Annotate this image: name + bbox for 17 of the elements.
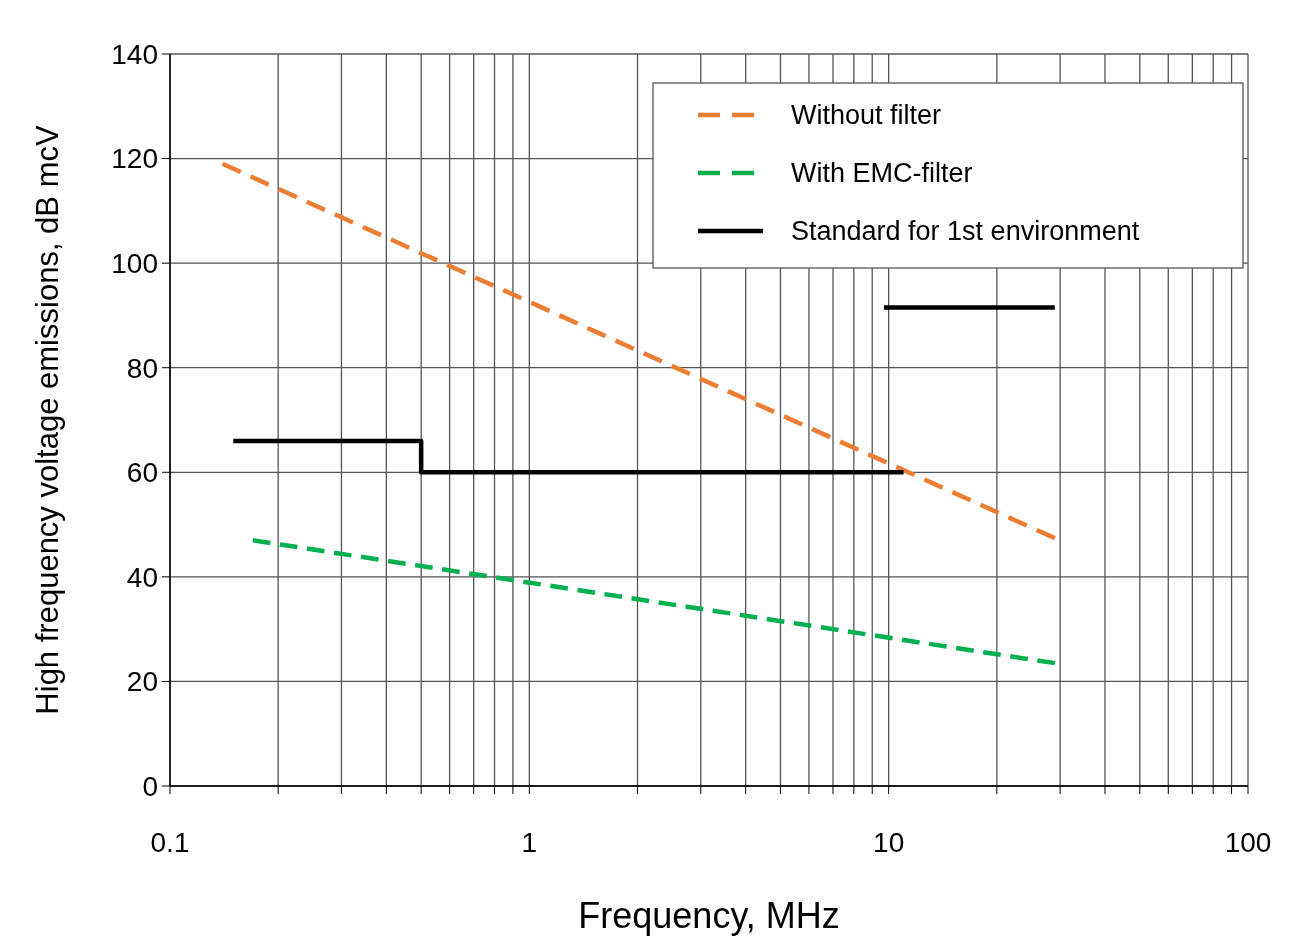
y-tick-label: 40 [126, 561, 158, 593]
y-tick-label: 80 [126, 352, 158, 384]
x-tick-label: 0.1 [150, 827, 190, 858]
x-tick-label: 100 [1224, 827, 1272, 858]
legend-label: With EMC-filter [791, 158, 973, 189]
y-tick-label: 100 [111, 247, 158, 279]
y-tick-label: 120 [111, 143, 158, 175]
x-tick-label: 1 [521, 827, 538, 858]
y-tick-label: 60 [126, 457, 158, 489]
y-tick-label: 0 [142, 770, 158, 802]
x-tick-label: 10 [873, 827, 905, 858]
legend-label: Standard for 1st environment [791, 216, 1140, 247]
y-axis-title: High frequency voltage emissions, dB mcV [30, 125, 65, 715]
legend-label: Without filter [791, 100, 942, 131]
y-tick-label: 140 [111, 38, 158, 70]
x-axis-title: Frequency, MHz [578, 895, 840, 936]
y-tick-label: 20 [126, 666, 158, 698]
